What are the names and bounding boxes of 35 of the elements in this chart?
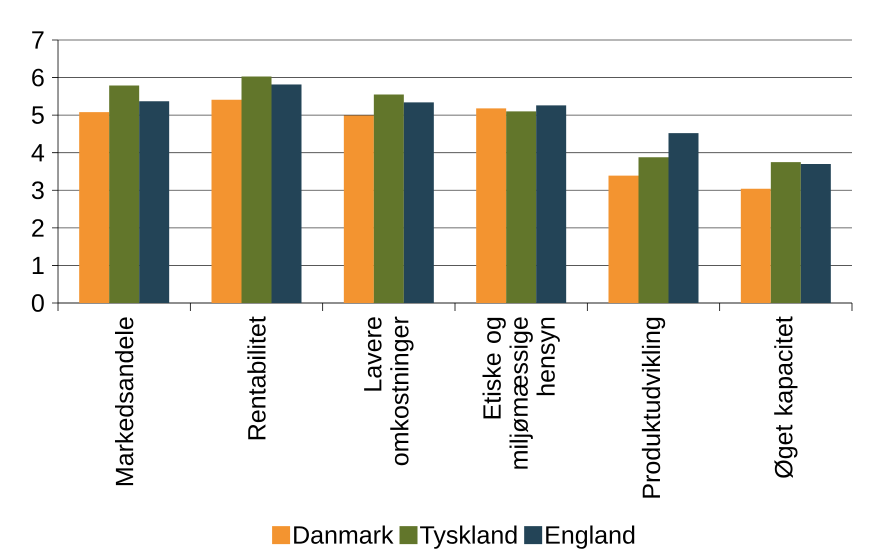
legend-label: England xyxy=(546,526,634,549)
y-tick-label: 2 xyxy=(32,219,44,237)
bar xyxy=(344,116,374,304)
x-tick-label: Lavere omkostninger xyxy=(364,316,414,466)
y-tick-label: 7 xyxy=(32,32,44,49)
bar xyxy=(608,176,638,304)
bar xyxy=(668,133,698,304)
x-tick-label: Øget kapacitet xyxy=(774,316,798,478)
legend-label: Danmark xyxy=(294,526,394,544)
bar xyxy=(800,164,831,304)
bar xyxy=(404,102,434,304)
y-tick-label: 4 xyxy=(31,144,44,162)
bar xyxy=(79,112,110,304)
bar xyxy=(740,188,771,304)
bar xyxy=(242,76,272,304)
y-tick-label: 1 xyxy=(32,256,44,274)
bar xyxy=(638,157,668,304)
y-tick-label: 3 xyxy=(32,182,44,200)
bar xyxy=(212,100,242,304)
bar xyxy=(374,94,404,304)
bar xyxy=(770,162,801,304)
bar xyxy=(272,84,302,304)
y-tick-label: 5 xyxy=(32,106,44,124)
bar xyxy=(109,86,140,304)
legend-label: Tyskland xyxy=(420,526,517,549)
x-tick-label: Produktudvikling xyxy=(642,318,666,498)
y-tick-label: 6 xyxy=(32,68,44,87)
x-tick-label: Etiske og miljømæssige hensyn xyxy=(482,317,560,469)
x-tick-label: Markedsandele xyxy=(114,317,134,486)
bar xyxy=(139,101,170,304)
x-tick-label: Rentabilitet xyxy=(247,316,266,440)
y-tick-label: 0 xyxy=(32,294,44,312)
bar xyxy=(476,108,506,304)
bar xyxy=(506,112,536,304)
bar xyxy=(536,106,566,304)
